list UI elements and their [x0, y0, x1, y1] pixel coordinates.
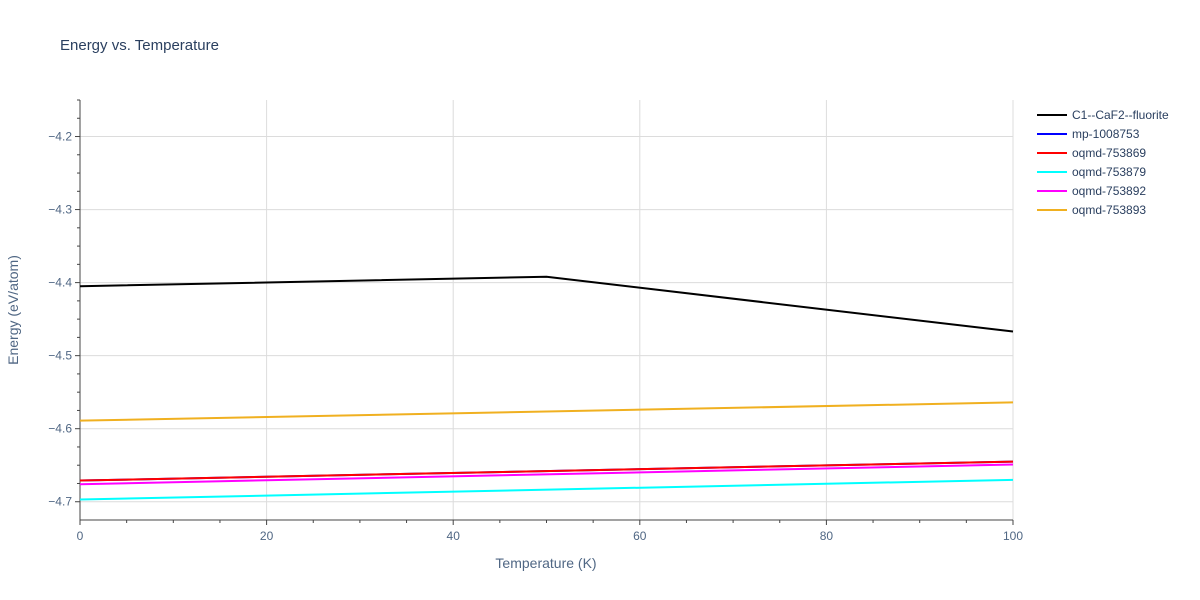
- legend-item[interactable]: oqmd-753879: [1037, 165, 1146, 179]
- legend-item[interactable]: C1--CaF2--fluorite: [1037, 108, 1169, 122]
- x-tick-label: 20: [260, 529, 274, 543]
- legend-item[interactable]: oqmd-753893: [1037, 203, 1146, 217]
- legend-label: oqmd-753893: [1072, 203, 1146, 217]
- y-tick-label: −4.6: [48, 422, 72, 436]
- series-line-c1-caf2-fluorite: [79, 275, 1014, 333]
- legend-item[interactable]: mp-1008753: [1037, 127, 1140, 141]
- legend-label: oqmd-753892: [1072, 184, 1146, 198]
- y-axis-title: Energy (eV/atom): [5, 255, 21, 365]
- x-tick-label: 60: [633, 529, 647, 543]
- series-line-oqmd-753892: [79, 463, 1014, 486]
- legend[interactable]: C1--CaF2--fluorite mp-1008753 oqmd-753869 o…: [1037, 108, 1169, 217]
- legend-label: oqmd-753879: [1072, 165, 1146, 179]
- legend-item[interactable]: oqmd-753869: [1037, 146, 1146, 160]
- y-tick-label: −4.7: [48, 495, 72, 509]
- x-tick-label: 80: [820, 529, 834, 543]
- series-lines: [79, 275, 1014, 501]
- x-tick-label: 100: [1003, 529, 1023, 543]
- grid: [80, 100, 1014, 520]
- y-tick-label: −4.2: [48, 130, 72, 144]
- series-line-oqmd-753869: [79, 460, 1014, 482]
- axes: [75, 99, 1014, 525]
- y-tick-label: −4.5: [48, 349, 72, 363]
- legend-label: mp-1008753: [1072, 127, 1140, 141]
- series-line-oqmd-753893: [79, 401, 1014, 422]
- y-tick-label: −4.4: [48, 276, 72, 290]
- legend-item[interactable]: oqmd-753892: [1037, 184, 1146, 198]
- x-tick-label: 0: [77, 529, 84, 543]
- legend-label: C1--CaF2--fluorite: [1072, 108, 1169, 122]
- tick-labels: 0 20 40 60 80 100 −4.2 −4.3 −4.4 −4.5 −4.6 −4.7: [48, 130, 1023, 543]
- x-tick-label: 40: [447, 529, 461, 543]
- legend-label: oqmd-753869: [1072, 146, 1146, 160]
- chart-title: Energy vs. Temperature: [60, 37, 219, 54]
- x-axis-title: Temperature (K): [495, 555, 596, 571]
- y-tick-label: −4.3: [48, 203, 72, 217]
- series-line-oqmd-753879: [79, 478, 1014, 501]
